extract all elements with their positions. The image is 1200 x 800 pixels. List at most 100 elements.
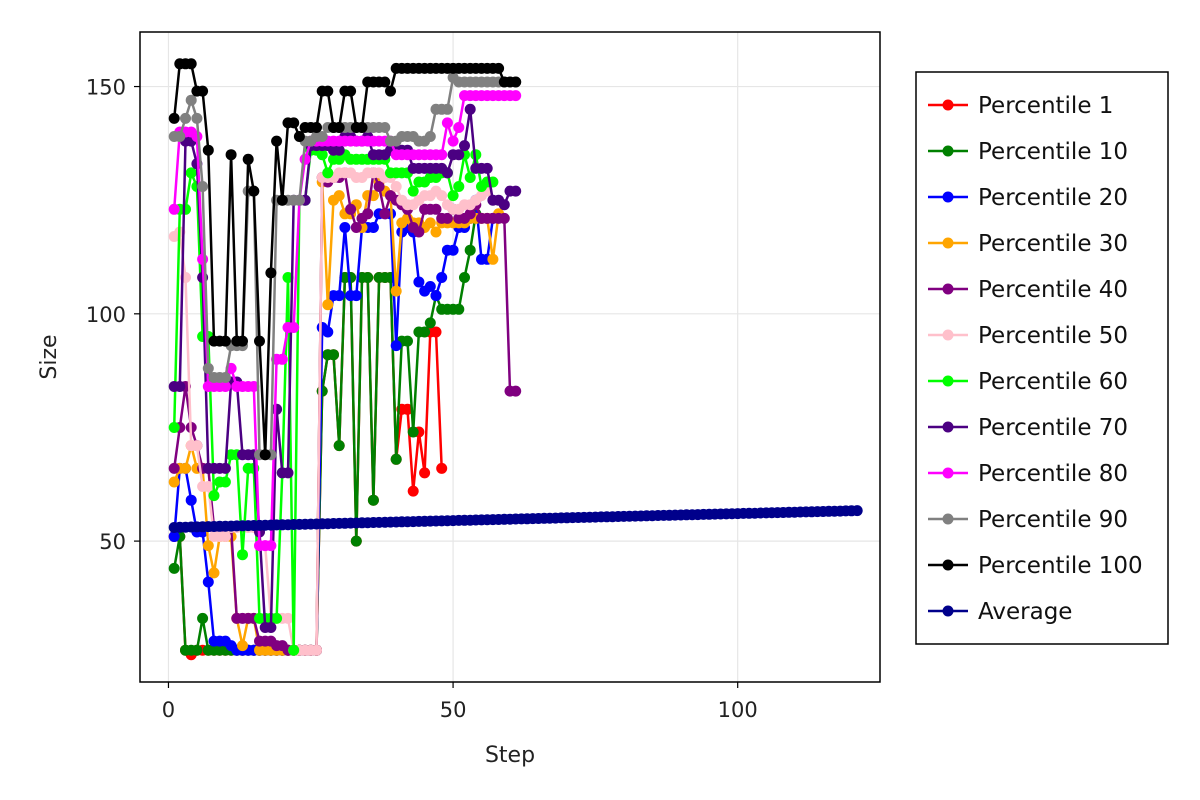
data-point — [202, 144, 214, 156]
legend-label: Average — [978, 599, 1072, 625]
legend-marker — [942, 237, 954, 249]
axis-ticks: 0 50 100 50 100 150 — [86, 76, 758, 722]
data-point — [419, 467, 431, 479]
legend-item: Percentile 1 — [928, 93, 1113, 119]
data-point — [288, 644, 300, 656]
data-point — [413, 276, 425, 288]
plot-frame — [139, 31, 881, 683]
data-point — [333, 122, 345, 133]
data-point — [390, 181, 402, 192]
data-point — [436, 272, 448, 283]
data-point — [333, 190, 345, 202]
data-point — [339, 222, 351, 233]
data-point — [407, 426, 419, 438]
legend-label: Percentile 50 — [978, 323, 1128, 349]
legend-marker — [942, 421, 954, 433]
data-point — [447, 190, 459, 202]
data-point — [436, 190, 448, 202]
legend-marker — [942, 467, 954, 479]
data-point — [510, 185, 522, 197]
data-point — [498, 199, 510, 211]
legend-item: Percentile 20 — [928, 185, 1128, 211]
data-point — [424, 281, 436, 292]
data-point — [168, 112, 180, 124]
legend-label: Percentile 30 — [978, 231, 1128, 257]
data-point — [254, 335, 265, 347]
data-point — [168, 476, 180, 488]
data-point — [316, 131, 328, 142]
data-point — [430, 226, 442, 238]
data-point — [851, 505, 863, 517]
data-point — [197, 612, 209, 624]
data-point — [464, 208, 476, 220]
data-point — [390, 285, 402, 297]
data-point — [237, 549, 248, 561]
data-point — [219, 372, 231, 383]
data-point — [322, 326, 334, 338]
legend: Percentile 1 Percentile 10 Percentile 20 Pe… — [915, 71, 1169, 645]
data-point — [316, 149, 328, 161]
data-point — [225, 149, 237, 161]
data-point — [453, 149, 465, 161]
legend-item: Percentile 70 — [928, 415, 1128, 441]
legend-label: Percentile 10 — [978, 139, 1128, 165]
data-point — [168, 422, 180, 433]
data-point — [271, 135, 283, 147]
data-point — [168, 203, 180, 215]
data-point — [202, 362, 214, 374]
data-point — [430, 326, 442, 338]
legend-marker — [942, 375, 954, 387]
legend-label: Percentile 60 — [978, 369, 1128, 395]
data-point — [424, 217, 436, 229]
data-point — [191, 112, 203, 124]
data-point — [356, 122, 368, 133]
data-point — [293, 131, 305, 142]
data-point — [180, 203, 191, 215]
data-point — [453, 303, 465, 315]
data-point — [464, 103, 476, 115]
legend-item: Percentile 40 — [928, 277, 1128, 303]
legend-item: Average — [928, 599, 1072, 625]
data-point — [168, 462, 180, 474]
data-point — [242, 153, 254, 165]
data-point — [464, 172, 476, 183]
data-point — [293, 194, 305, 206]
data-point — [265, 267, 277, 279]
data-point — [168, 562, 180, 574]
series-percentile-100 — [168, 58, 522, 461]
legend-label: Percentile 20 — [978, 185, 1128, 211]
data-point — [350, 290, 362, 302]
data-point — [180, 112, 191, 124]
data-point — [510, 385, 522, 397]
data-point — [362, 272, 374, 283]
data-point — [345, 203, 357, 215]
data-point — [219, 381, 231, 392]
data-point — [311, 122, 322, 133]
data-point — [219, 476, 231, 488]
data-point — [430, 203, 442, 215]
legend-marker — [942, 329, 954, 341]
data-point — [333, 144, 345, 156]
legend-item: Percentile 10 — [928, 139, 1128, 165]
legend-item: Percentile 100 — [928, 553, 1143, 579]
data-point — [282, 467, 294, 479]
series-average — [168, 505, 863, 533]
data-point — [208, 490, 220, 502]
x-tick-label: 0 — [162, 698, 175, 722]
legend-marker — [942, 513, 954, 525]
data-point — [202, 540, 214, 552]
data-point — [436, 462, 448, 474]
data-point — [197, 85, 209, 97]
legend-item: Percentile 80 — [928, 461, 1128, 487]
data-point — [328, 349, 339, 361]
data-point — [219, 462, 231, 474]
data-point — [288, 322, 300, 333]
data-point — [510, 76, 522, 88]
legend-label: Percentile 90 — [978, 507, 1128, 533]
data-point — [350, 535, 362, 547]
data-point — [174, 131, 186, 142]
data-point — [248, 185, 260, 197]
data-point — [208, 567, 220, 579]
legend-label: Percentile 100 — [978, 553, 1143, 579]
data-point — [453, 181, 465, 192]
